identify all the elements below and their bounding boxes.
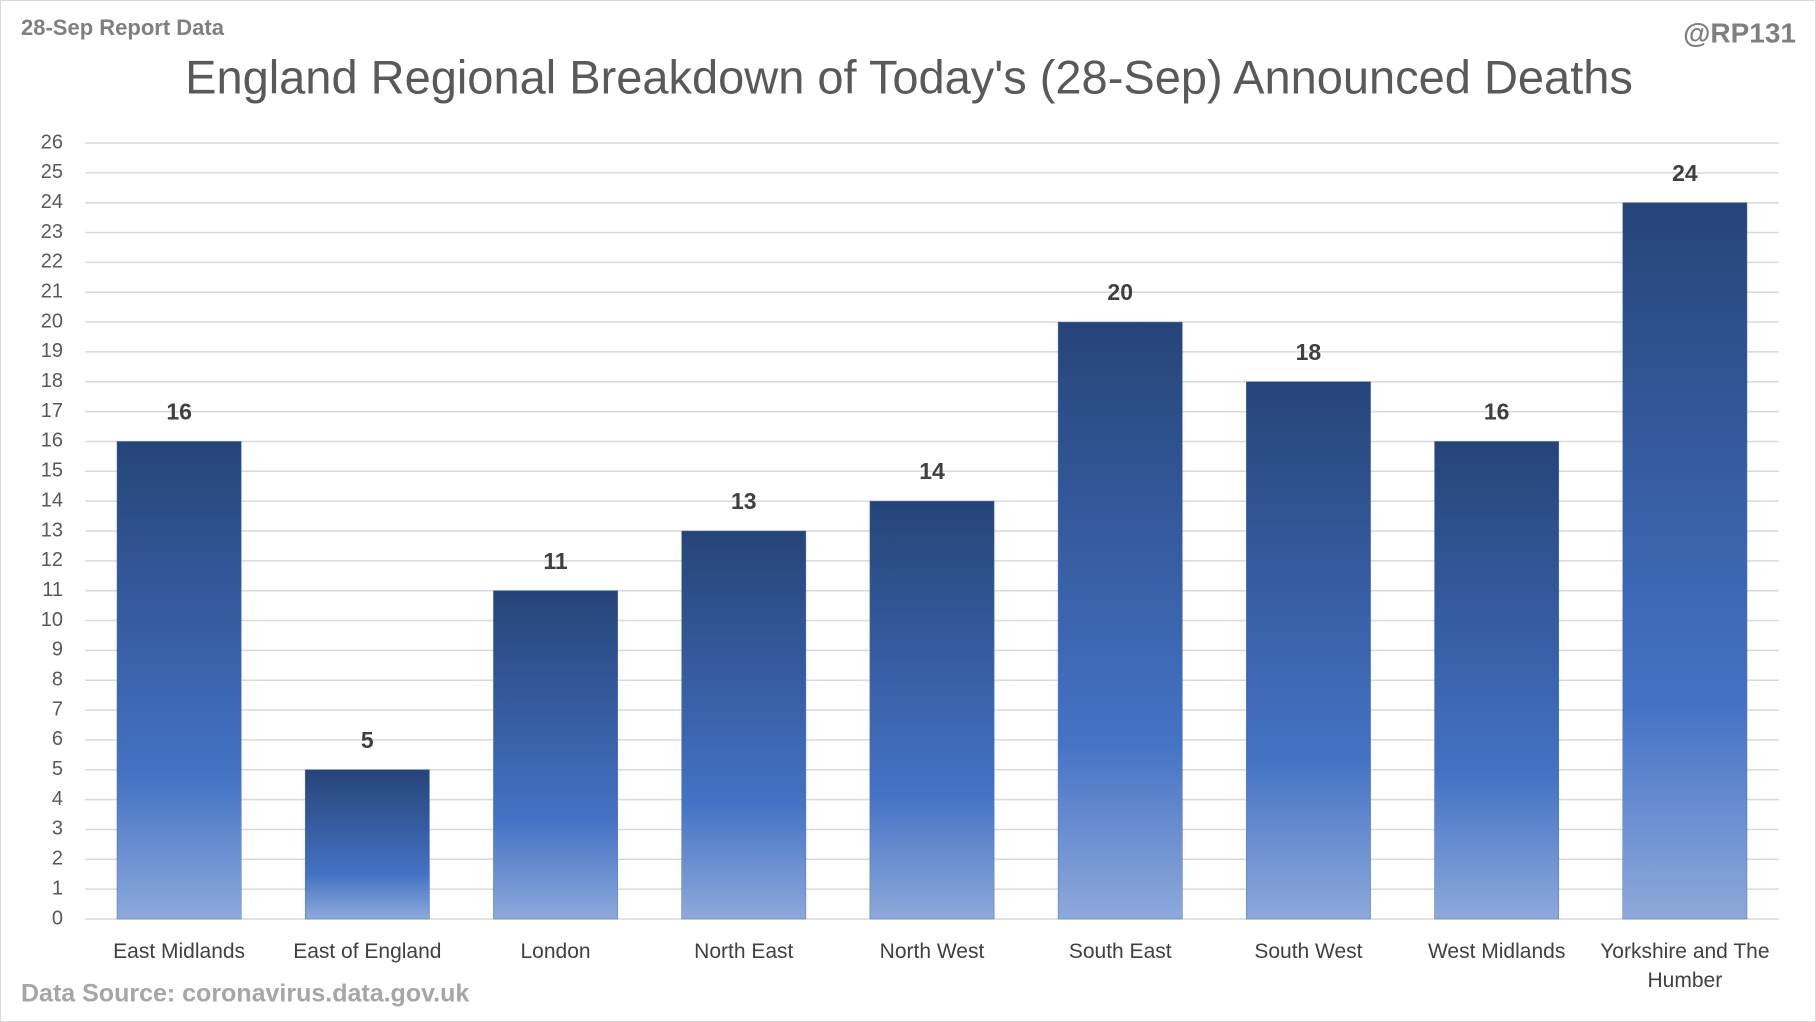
source: Data Source: coronavirus.data.gov.uk [21,980,469,1008]
y-tick-label: 13 [41,519,63,541]
data-label: 5 [361,727,374,753]
bar [1057,321,1183,920]
y-tick-label: 7 [52,698,63,720]
x-tick-label: South East [1068,940,1172,963]
data-label: 16 [1484,399,1510,425]
y-tick-label: 17 [41,400,63,422]
y-tick-label: 20 [41,310,63,332]
y-tick-label: 25 [41,161,63,183]
bar [1434,441,1560,920]
y-tick-label: 22 [41,251,63,273]
x-tick-label: North East [694,940,794,963]
x-tick-label: East Midlands [113,940,246,963]
y-tick-label: 2 [52,848,63,870]
y-tick-label: 21 [41,281,63,303]
data-label: 20 [1107,279,1133,305]
x-tick-label: East of England [293,940,442,963]
data-label: 16 [166,399,192,425]
bar [1622,202,1748,920]
data-label: 14 [919,458,945,484]
bar [493,590,618,920]
y-tick-label: 0 [52,907,63,929]
y-tick-label: 9 [52,639,63,661]
bar [1246,381,1371,920]
bar [681,530,807,920]
y-tick-label: 6 [52,728,63,750]
x-tick-label: Yorkshire and The Humber [1600,940,1770,992]
data-label: 24 [1672,160,1698,186]
data-label: 11 [543,548,568,574]
bar [869,500,995,920]
x-tick-label: West Midlands [1427,940,1566,963]
bar [116,441,242,920]
x-tick-label: London [520,940,591,963]
y-tick-label: 16 [41,430,63,452]
y-tick-label: 11 [42,579,63,601]
y-tick-label: 23 [41,221,63,243]
y-tick-label: 4 [52,788,63,810]
subtitle: 28-Sep Report Data [21,15,225,40]
y-tick-label: 24 [41,191,63,213]
y-tick-label: 1 [52,877,63,899]
y-tick-label: 15 [41,460,63,482]
y-tick-label: 12 [41,549,63,571]
y-tick-label: 10 [41,609,63,631]
y-tick-label: 14 [41,489,63,511]
credit: @RP131 [1683,17,1796,48]
y-tick-label: 5 [52,758,63,780]
y-tick-label: 18 [41,370,63,392]
y-tick-label: 19 [41,340,63,362]
data-label: 13 [731,488,757,514]
data-label: 18 [1296,339,1322,365]
x-tick-label: North West [879,940,985,963]
x-tick-label: South West [1254,940,1363,963]
y-tick-label: 8 [52,669,63,691]
chart-title: England Regional Breakdown of Today's (2… [185,50,1633,103]
y-tick-label: 26 [41,131,63,153]
bar [304,769,430,920]
y-tick-label: 3 [52,818,63,840]
